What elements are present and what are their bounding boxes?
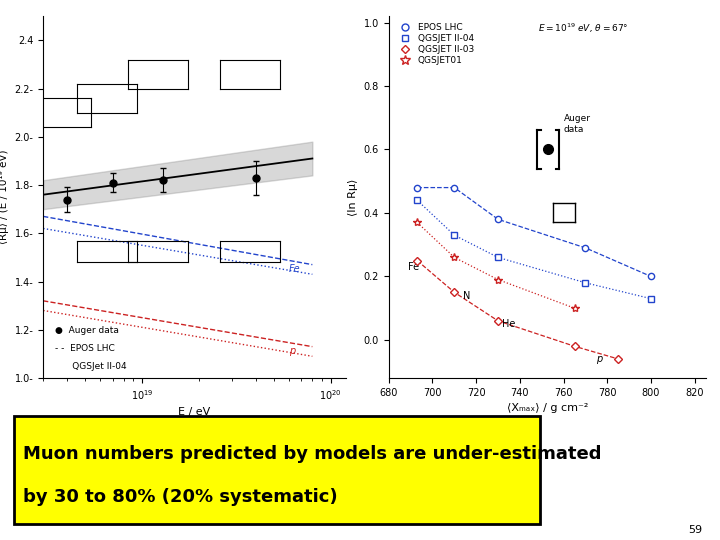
Text: QGSJet II-04: QGSJet II-04: [55, 362, 127, 371]
Text: Fe: Fe: [289, 264, 300, 274]
Text: p: p: [289, 346, 295, 356]
Y-axis label: ⟨Rμ⟩ / (E / 10¹⁹ eV): ⟨Rμ⟩ / (E / 10¹⁹ eV): [0, 150, 9, 244]
X-axis label: ⟨Xₘₐₓ⟩ / g cm⁻²: ⟨Xₘₐₓ⟩ / g cm⁻²: [506, 403, 588, 413]
Text: by 30 to 80% (20% systematic): by 30 to 80% (20% systematic): [23, 488, 338, 506]
Text: - -  EPOS LHC: - - EPOS LHC: [55, 343, 115, 353]
X-axis label: E / eV: E / eV: [179, 407, 210, 417]
Text: Muon numbers predicted by models are under-estimated: Muon numbers predicted by models are und…: [23, 444, 601, 463]
Text: p: p: [596, 354, 603, 364]
Text: He: He: [503, 319, 516, 329]
Text: N: N: [463, 291, 470, 301]
Y-axis label: ⟨ln Rμ⟩: ⟨ln Rμ⟩: [348, 178, 358, 216]
Text: ●  Auger data: ● Auger data: [55, 326, 120, 335]
Text: $E = 10^{19}$ eV, $\theta = 67°$: $E = 10^{19}$ eV, $\theta = 67°$: [538, 22, 628, 35]
Text: Auger
data: Auger data: [564, 114, 590, 134]
Text: Fe: Fe: [408, 262, 420, 272]
Legend: EPOS LHC, QGSJET II-04, QGSJET II-03, QGSJET01: EPOS LHC, QGSJET II-04, QGSJET II-03, QG…: [393, 21, 477, 68]
Text: 59: 59: [688, 524, 702, 535]
